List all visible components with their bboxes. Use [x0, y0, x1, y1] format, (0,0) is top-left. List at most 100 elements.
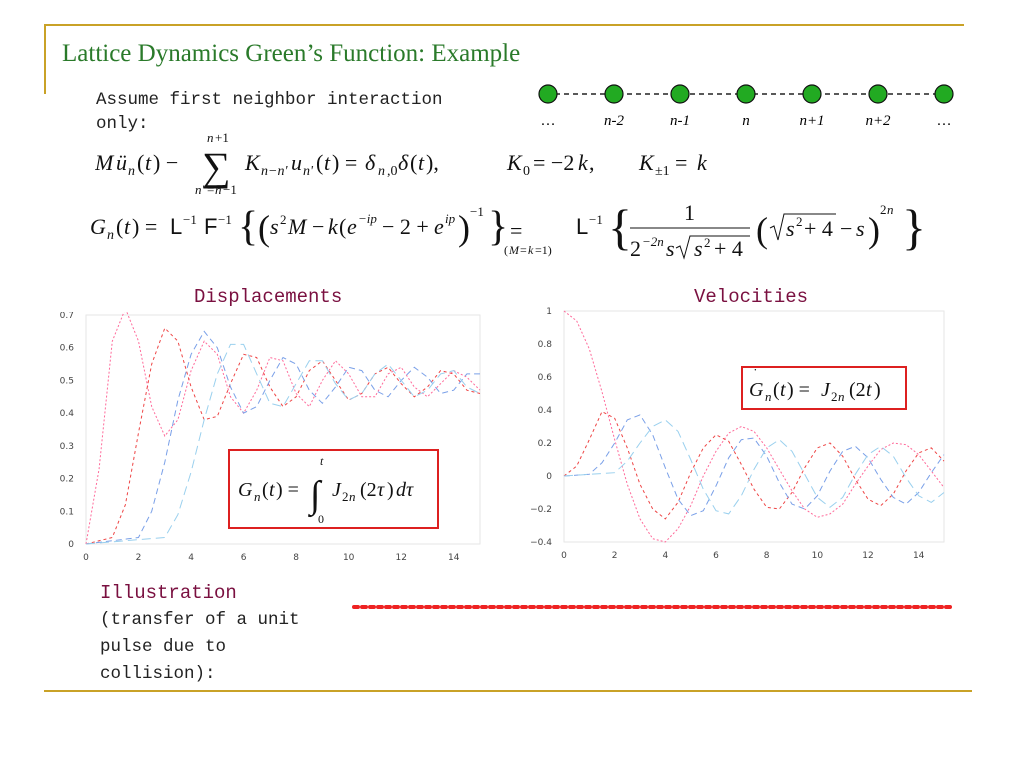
x-tick-label: 14 [913, 551, 925, 561]
x-tick-label: 8 [293, 553, 299, 563]
svg-text:−1: −1 [470, 204, 484, 219]
svg-text:n: n [215, 182, 222, 197]
svg-text:−1: −1 [589, 212, 603, 227]
series-line-4 [85, 343, 481, 545]
chain-atom-label: n+2 [865, 113, 891, 129]
slide-border-left [44, 24, 46, 94]
svg-text:2: 2 [880, 202, 887, 217]
x-tick-label: 4 [662, 551, 668, 561]
chain-atom-label: … [937, 113, 952, 129]
svg-text:t: t [324, 150, 331, 175]
svg-text:(: ( [756, 210, 768, 250]
svg-text:): ) [868, 210, 880, 250]
svg-text:δ: δ [365, 150, 376, 175]
svg-text:−: − [312, 214, 324, 239]
svg-text:s: s [856, 216, 865, 241]
chain-atom-label: n [742, 113, 750, 129]
svg-text:s: s [666, 236, 675, 261]
svg-text:t: t [124, 214, 131, 239]
svg-text:): ) [387, 479, 394, 501]
chain-atom [934, 84, 954, 104]
chain-atom [538, 84, 558, 104]
y-tick-label: 0.1 [60, 507, 74, 517]
svg-text:u: u [291, 150, 302, 175]
chain-atom-label: n-2 [604, 113, 624, 129]
svg-text:n: n [207, 130, 214, 145]
svg-text:n': n' [195, 182, 205, 197]
svg-text:) =: ) = [332, 150, 357, 175]
svg-text:,0: ,0 [387, 164, 398, 179]
svg-text:∫: ∫ [308, 474, 323, 518]
svg-text:J: J [821, 379, 831, 401]
svg-text:M: M [95, 150, 115, 175]
x-tick-label: 0 [83, 553, 89, 563]
chain-atom-label: … [541, 113, 556, 129]
x-tick-label: 8 [764, 551, 770, 561]
x-tick-label: 0 [561, 551, 567, 561]
svg-text:K: K [506, 150, 523, 175]
y-tick-label: 0.7 [60, 312, 74, 321]
svg-text:k: k [528, 243, 534, 257]
svg-text:s: s [694, 236, 703, 261]
svg-text:2: 2 [342, 489, 349, 504]
x-tick-label: 6 [241, 553, 247, 563]
y-tick-label: 0.6 [538, 373, 553, 383]
svg-text:G: G [749, 379, 764, 401]
svg-text:}: } [902, 199, 926, 255]
y-tick-label: 0.8 [538, 340, 553, 350]
svg-text:t: t [269, 479, 275, 501]
svg-text:k: k [328, 214, 339, 239]
svg-text:n: n [887, 202, 894, 217]
svg-text:+ 4: + 4 [804, 216, 833, 241]
svg-text:M: M [508, 243, 520, 257]
x-tick-label: 4 [188, 553, 194, 563]
svg-text:t: t [866, 379, 872, 401]
svg-text:0: 0 [523, 164, 530, 179]
x-tick-label: 10 [812, 551, 824, 561]
svg-text:(: ( [258, 208, 270, 248]
svg-text:G: G [90, 214, 106, 239]
chain-atom [670, 84, 690, 104]
illustration-block: Illustration (transfer of a unit pulse d… [100, 580, 340, 688]
velocities-chart: 0 2 4 6 8 10 12 14 1 0.8 0.6 0.4 0.2 0 −0.2 −0.4 [530, 307, 945, 561]
svg-text:n: n [838, 389, 845, 404]
chain-atom [802, 84, 822, 104]
svg-text:s: s [270, 214, 279, 239]
svg-text:G: G [238, 479, 253, 501]
chain-atom [604, 84, 624, 104]
assumption-text: Assume first neighbor interaction only: [96, 88, 486, 136]
svg-text:(: ( [262, 479, 269, 501]
slide-border-bottom [44, 690, 972, 692]
svg-text:n: n [349, 489, 356, 504]
svg-text:−1: −1 [223, 182, 237, 197]
x-tick-label: 10 [343, 553, 355, 563]
y-tick-label: 0.6 [60, 344, 75, 354]
series-line-4 [563, 419, 945, 515]
svg-text:ü: ü [116, 150, 127, 175]
svg-text:1: 1 [684, 200, 695, 225]
svg-text:t: t [320, 454, 324, 468]
svg-text:−1: −1 [183, 212, 197, 227]
svg-text:e: e [434, 214, 444, 239]
svg-text:t: t [418, 150, 425, 175]
svg-text:t: t [780, 379, 786, 401]
svg-text:n: n [378, 164, 385, 179]
svg-text:− 2 +: − 2 + [382, 214, 429, 239]
chain-atom-label: n-1 [670, 113, 690, 129]
svg-text:+1: +1 [215, 130, 229, 145]
svg-text:2: 2 [630, 236, 641, 261]
svg-text:= −2: = −2 [533, 150, 574, 175]
illustration-title: Illustration [100, 582, 237, 604]
svg-text:=: = [520, 243, 527, 257]
svg-text:) =: ) = [787, 379, 810, 401]
svg-text:): ) [458, 208, 470, 248]
svg-text:−: − [840, 216, 852, 241]
svg-text:) =: ) = [132, 214, 157, 239]
svg-text:0: 0 [318, 512, 324, 526]
svg-text:(: ( [773, 379, 780, 401]
svg-text:∑: ∑ [202, 144, 231, 189]
y-tick-label: 0.3 [60, 442, 74, 452]
chain-atom [736, 84, 756, 104]
